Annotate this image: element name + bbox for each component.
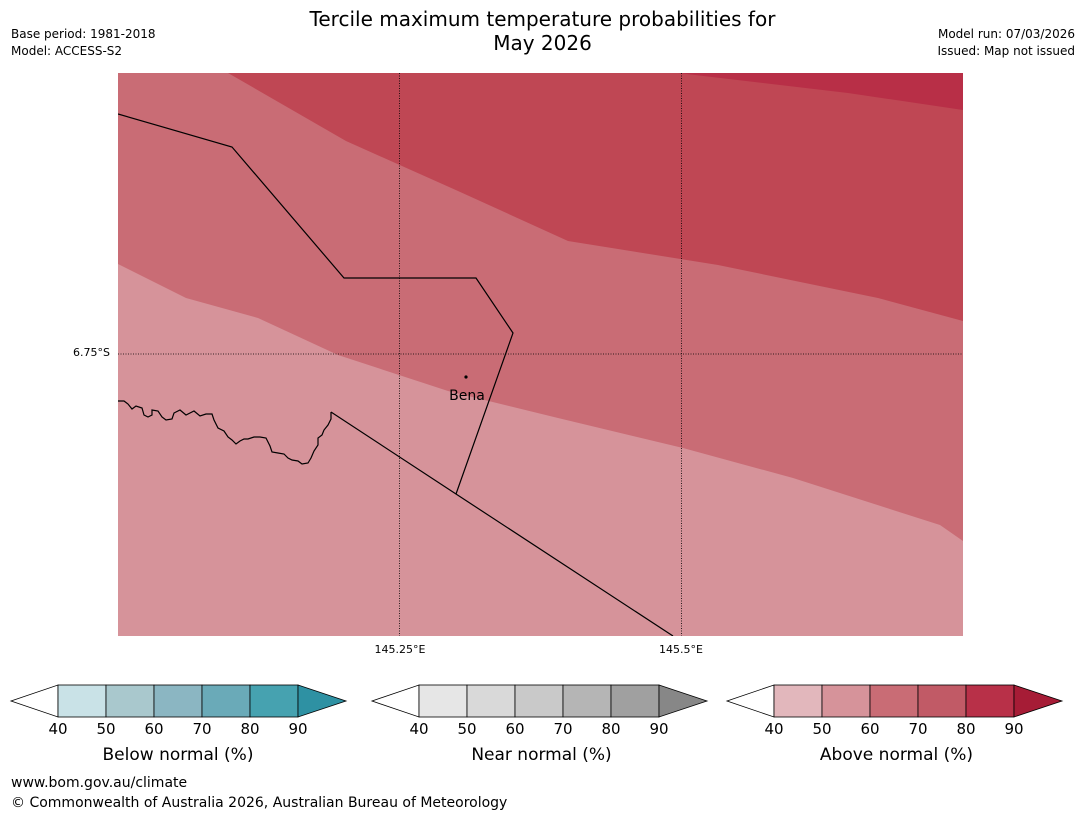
colorbar-below-tick: 40 (48, 720, 67, 735)
colorbar-near-max-extension (658, 684, 709, 718)
colorbar-below-segment (105, 684, 155, 718)
colorbar-below-min-extension (9, 684, 59, 718)
colorbar-above-max-extension (1013, 684, 1064, 718)
colorbar-below-max-extension (297, 684, 348, 718)
colorbar-below-tick: 90 (288, 720, 307, 735)
lon-label-145-5: 145.5°E (659, 643, 703, 656)
colorbar-near-segment (514, 684, 564, 718)
colorbar-below-tick: 50 (96, 720, 115, 735)
colorbar-near-tick: 80 (601, 720, 620, 735)
river-line (118, 400, 332, 465)
lon-label-145-25: 145.25°E (374, 643, 426, 656)
colorbar-above-normal: 40 50 60 70 80 90 (725, 684, 1064, 735)
map-title-line2: May 2026 (493, 31, 592, 55)
map-band-70-80 (228, 73, 963, 321)
colorbar-below-segment (201, 684, 251, 718)
colorbar-above-segment (773, 684, 823, 718)
model-run: Model run: 07/03/2026 (937, 27, 1075, 41)
colorbar-near-tick: 70 (553, 720, 572, 735)
colorbar-above-tick: 50 (812, 720, 831, 735)
model-name: Model: ACCESS-S2 (11, 44, 123, 58)
colorbar-above-segment (821, 684, 871, 718)
footer-copyright: © Commonwealth of Australia 2026, Austra… (11, 795, 508, 811)
base-period: Base period: 1981-2018 (11, 27, 156, 41)
town-marker (464, 375, 468, 379)
colorbar-below-segment (249, 684, 299, 718)
colorbar-near-tick: 50 (457, 720, 476, 735)
probability-map: Bena (118, 73, 963, 636)
colorbar-near-segment (466, 684, 516, 718)
map-band-80-90 (678, 73, 963, 110)
colorbar-near-segment (562, 684, 612, 718)
colorbar-above-tick: 80 (956, 720, 975, 735)
town-label: Bena (449, 388, 485, 404)
colorbar-above-tick: 90 (1004, 720, 1023, 735)
colorbar-above-label: Above normal (%) (819, 745, 974, 765)
colorbar-above-segment (965, 684, 1015, 718)
lat-label: 6.75°S (73, 346, 110, 359)
colorbar-near-segment (418, 684, 468, 718)
province-boundary-south (330, 411, 674, 636)
colorbar-below-normal: 40 50 60 70 80 90 (9, 684, 348, 735)
colorbar-near-tick: 60 (505, 720, 524, 735)
colorbar-below-tick: 60 (144, 720, 163, 735)
colorbar-near-label: Near normal (%) (471, 745, 612, 765)
colorbar-near-min-extension (370, 684, 420, 718)
colorbar-above-tick: 70 (908, 720, 927, 735)
colorbar-above-segment (869, 684, 919, 718)
colorbar-below-label: Below normal (%) (102, 745, 254, 765)
colorbar-above-tick: 60 (860, 720, 879, 735)
colorbar-below-tick: 70 (192, 720, 211, 735)
issued-status: Issued: Map not issued (937, 44, 1075, 58)
colorbar-below-tick: 80 (240, 720, 259, 735)
colorbar-below-segment (153, 684, 203, 718)
province-boundary (118, 113, 514, 495)
colorbar-near-tick: 40 (409, 720, 428, 735)
colorbar-above-segment (917, 684, 967, 718)
colorbar-above-min-extension (725, 684, 775, 718)
colorbar-near-segment (610, 684, 660, 718)
map-title-line1: Tercile maximum temperature probabilitie… (309, 7, 776, 31)
colorbar-near-normal: 40 50 60 70 80 90 (370, 684, 709, 735)
colorbar-near-tick: 90 (649, 720, 668, 735)
colorbar-above-tick: 40 (764, 720, 783, 735)
footer-url[interactable]: www.bom.gov.au/climate (11, 775, 188, 791)
colorbar-below-segment (57, 684, 107, 718)
